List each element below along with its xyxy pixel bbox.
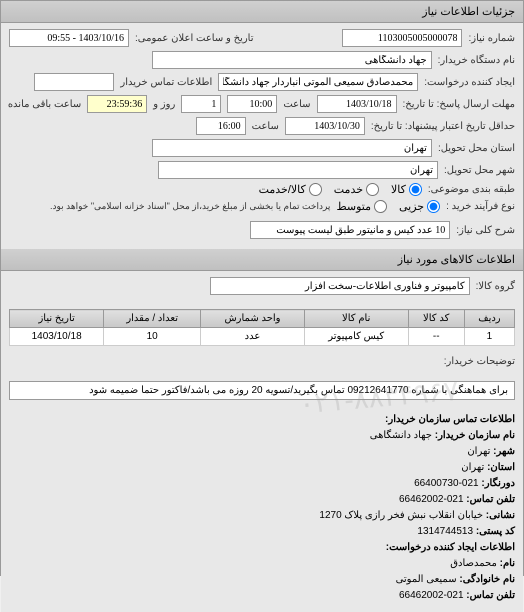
request-number-label: شماره نیاز: xyxy=(468,33,515,44)
validity-date-input[interactable] xyxy=(285,117,365,135)
announce-datetime-label: تاریخ و ساعت اعلان عمومی: xyxy=(135,33,254,44)
delivery-province-label: استان محل تحویل: xyxy=(438,143,515,154)
address-value: خیابان انقلاب نبش فخر رازی پلاک 1270 xyxy=(319,510,483,521)
th-name: نام کالا xyxy=(304,310,408,328)
radio-goods-label: کالا xyxy=(391,183,406,196)
name-label: نام: xyxy=(500,558,515,569)
radio-goods[interactable] xyxy=(409,183,422,196)
cell-date: 1403/10/18 xyxy=(10,328,104,346)
radio-small-item[interactable]: جزیی xyxy=(399,200,440,213)
phone-label: دورنگار: xyxy=(481,478,515,489)
th-row: ردیف xyxy=(464,310,514,328)
radio-goods-service-item[interactable]: کالا/خدمت xyxy=(259,183,322,196)
process-type-label: نوع فرآیند خرید : xyxy=(446,201,515,212)
th-date: تاریخ نیاز xyxy=(10,310,104,328)
response-time-input[interactable] xyxy=(227,95,277,113)
tel2-value: 021-66462002 xyxy=(399,590,464,601)
subject-radio-group: کالا خدمت کالا/خدمت xyxy=(259,183,422,196)
radio-medium-label: متوسط xyxy=(336,200,371,213)
th-qty: تعداد / مقدار xyxy=(104,310,201,328)
contact-info-section: اطلاعات تماس سازمان خریدار: نام سازمان خ… xyxy=(1,404,523,612)
tel-value: 021-66462002 xyxy=(399,494,464,505)
items-table: ردیف کد کالا نام کالا واحد شمارش تعداد /… xyxy=(9,309,515,346)
cell-code: -- xyxy=(408,328,464,346)
postal-value: 1314744513 xyxy=(417,526,473,537)
cell-qty: 10 xyxy=(104,328,201,346)
announce-datetime-input[interactable] xyxy=(9,29,129,47)
contact-header: اطلاعات تماس سازمان خریدار: xyxy=(385,414,515,425)
creator-input[interactable] xyxy=(218,73,418,91)
phone-value: 021-66400730 xyxy=(414,478,479,489)
buyer-note-label: توضیحات خریدار: xyxy=(444,356,515,367)
creator-label: ایجاد کننده درخواست: xyxy=(424,77,515,88)
radio-goods-service[interactable] xyxy=(309,183,322,196)
remaining-days-input[interactable] xyxy=(181,95,221,113)
process-note: پرداخت تمام یا بخشی از مبلغ خرید،از محل … xyxy=(50,201,330,212)
radio-goods-item[interactable]: کالا xyxy=(391,183,422,196)
province-label: استان: xyxy=(487,462,515,473)
process-radio-group: جزیی متوسط xyxy=(336,200,440,213)
radio-service-item[interactable]: خدمت xyxy=(334,183,379,196)
radio-medium[interactable] xyxy=(374,200,387,213)
postal-label: کد پستی: xyxy=(476,526,515,537)
validity-time-input[interactable] xyxy=(196,117,246,135)
tel2-label: تلفن تماس: xyxy=(466,590,515,601)
remaining-label-1: روز و xyxy=(153,99,175,110)
city-label: شهر: xyxy=(493,446,515,457)
details-header: جزئیات اطلاعات نیاز xyxy=(1,1,523,23)
radio-service[interactable] xyxy=(366,183,379,196)
time-label-1: ساعت xyxy=(283,99,310,110)
validity-label: حداقل تاریخ اعتبار پیشنهاد: تا تاریخ: xyxy=(371,121,515,132)
form-area: شماره نیاز: تاریخ و ساعت اعلان عمومی: نا… xyxy=(1,23,523,249)
group-input[interactable] xyxy=(210,277,470,295)
cell-name: کیس کامپیوتر xyxy=(304,328,408,346)
tel-label: تلفن تماس: xyxy=(466,494,515,505)
th-unit: واحد شمارش xyxy=(201,310,305,328)
remaining-time-input[interactable] xyxy=(87,95,147,113)
city-value: تهران xyxy=(467,446,490,457)
delivery-province-input[interactable] xyxy=(152,139,432,157)
address-label: نشانی: xyxy=(486,510,515,521)
buyer-note-box: برای هماهنگی با شماره 09212641770 تماس ب… xyxy=(9,381,515,400)
radio-medium-item[interactable]: متوسط xyxy=(336,200,387,213)
delivery-city-label: شهر محل تحویل: xyxy=(444,165,515,176)
main-container: جزئیات اطلاعات نیاز شماره نیاز: تاریخ و … xyxy=(0,0,524,576)
cell-row: 1 xyxy=(464,328,514,346)
buyer-org-label: نام دستگاه خریدار: xyxy=(438,55,515,66)
items-table-wrap: ردیف کد کالا نام کالا واحد شمارش تعداد /… xyxy=(1,305,523,350)
remaining-label-2: ساعت باقی مانده xyxy=(8,99,81,110)
radio-service-label: خدمت xyxy=(334,183,363,196)
contact-input[interactable] xyxy=(34,73,114,91)
request-number-input[interactable] xyxy=(342,29,462,47)
name-value: محمدصادق xyxy=(450,558,497,569)
org-label: نام سازمان خریدار: xyxy=(435,430,515,441)
buyer-org-input[interactable] xyxy=(152,51,432,69)
delivery-city-input[interactable] xyxy=(158,161,438,179)
description-input[interactable] xyxy=(250,221,450,239)
cell-unit: عدد xyxy=(201,328,305,346)
radio-goods-service-label: کالا/خدمت xyxy=(259,183,306,196)
time-label-2: ساعت xyxy=(252,121,279,132)
description-label: شرح کلی نیاز: xyxy=(456,225,515,236)
response-deadline-label: مهلت ارسال پاسخ: تا تاریخ: xyxy=(403,99,515,110)
province-value: تهران xyxy=(461,462,484,473)
response-date-input[interactable] xyxy=(317,95,397,113)
radio-small[interactable] xyxy=(427,200,440,213)
group-label: گروه کالا: xyxy=(476,281,515,292)
th-code: کد کالا xyxy=(408,310,464,328)
org-value: جهاد دانشگاهی xyxy=(370,430,432,441)
contact-label: اطلاعات تماس خریدار xyxy=(120,77,212,88)
items-header: اطلاعات کالاهای مورد نیاز xyxy=(1,249,523,271)
creator-header: اطلاعات ایجاد کننده درخواست: xyxy=(386,542,515,553)
subject-type-label: طبقه بندی موضوعی: xyxy=(428,184,515,195)
table-row[interactable]: 1 -- کیس کامپیوتر عدد 10 1403/10/18 xyxy=(10,328,515,346)
radio-small-label: جزیی xyxy=(399,200,424,213)
